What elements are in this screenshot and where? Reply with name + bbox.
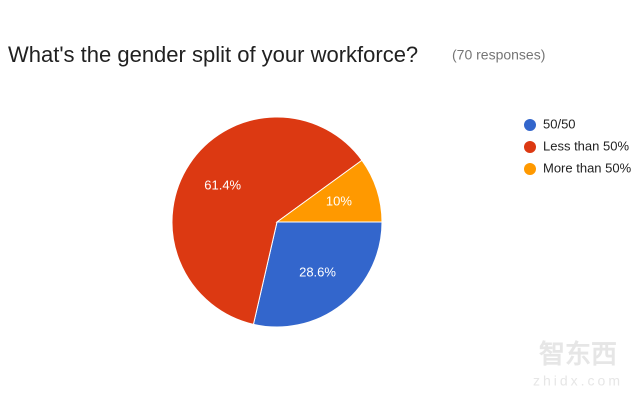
legend-label: 50/50 <box>543 116 576 131</box>
legend-swatch <box>524 119 536 131</box>
value-label: 61.4% <box>204 178 241 193</box>
pie-slice <box>252 221 383 328</box>
watermark-url: zhidx.com <box>533 373 623 389</box>
pie-slice <box>171 116 363 325</box>
legend-swatch <box>524 141 536 153</box>
chart-title: What's the gender split of your workforc… <box>8 42 418 67</box>
watermark: 智东西 <box>539 339 617 369</box>
value-label: 28.6% <box>299 264 336 279</box>
legend-swatch <box>524 163 536 175</box>
value-label: 10% <box>326 193 352 208</box>
chart-subtitle: (70 responses) <box>452 47 545 63</box>
pie-slice <box>275 159 383 223</box>
legend-label: More than 50% <box>543 160 632 175</box>
legend-label: Less than 50% <box>543 138 629 153</box>
